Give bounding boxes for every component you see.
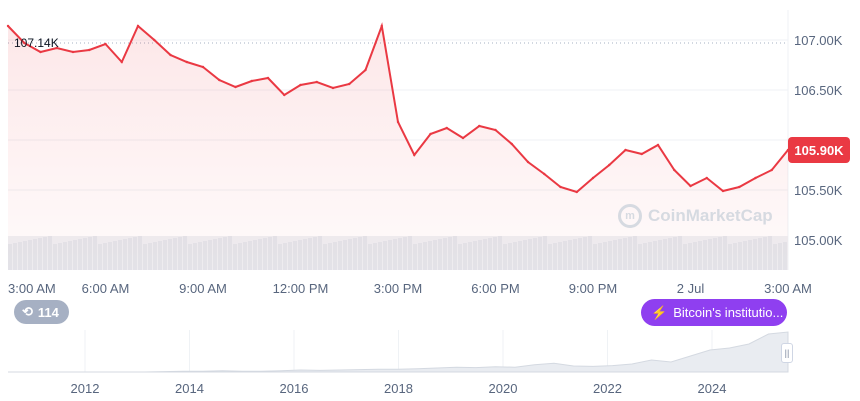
price-point: [559, 185, 562, 189]
navigator-year-label: 2018: [384, 381, 413, 396]
price-point: [120, 60, 123, 64]
history-button[interactable]: ⟲ 114: [14, 300, 69, 324]
current-price-value: 105.90K: [794, 142, 844, 158]
price-point: [153, 38, 156, 42]
navigator-year-label: 2022: [593, 381, 622, 396]
price-point: [315, 80, 318, 84]
x-tick-label: 9:00 PM: [569, 281, 617, 296]
price-point: [234, 85, 237, 89]
price-point: [55, 46, 58, 50]
x-tick-label: 12:00 PM: [273, 281, 329, 296]
price-point: [510, 142, 513, 146]
price-point: [478, 124, 481, 128]
history-count: 114: [37, 304, 59, 320]
price-point: [218, 78, 221, 82]
x-tick-label: 6:00 AM: [82, 281, 130, 296]
price-point: [88, 48, 91, 52]
price-point: [348, 82, 351, 86]
x-axis-labels: 3:00 AM 6:00 AM 9:00 AM 12:00 PM 3:00 PM 6:00…: [8, 281, 812, 296]
navigator-year-label: 2016: [280, 381, 309, 396]
navigator-year-label: 2024: [698, 381, 727, 396]
price-point: [543, 172, 546, 176]
price-point: [673, 168, 676, 172]
x-tick-label: 3:00 AM: [8, 281, 56, 296]
price-point: [104, 42, 107, 46]
price-point: [23, 41, 26, 45]
price-point: [738, 185, 741, 189]
x-tick-label: 9:00 AM: [179, 281, 227, 296]
price-point: [608, 163, 611, 167]
navigator-drag-handle[interactable]: ||: [781, 343, 793, 363]
x-tick-label: 3:00 AM: [764, 281, 812, 296]
lightning-icon: ⚡: [651, 304, 668, 320]
price-point: [283, 93, 286, 97]
navigator-year-label: 2014: [175, 381, 204, 396]
grip-icon: ||: [784, 348, 790, 358]
price-point: [770, 168, 773, 172]
price-point: [429, 132, 432, 136]
price-point: [689, 184, 692, 188]
price-point: [705, 176, 708, 180]
price-point: [413, 153, 416, 157]
price-point: [526, 160, 530, 164]
price-point: [331, 86, 335, 90]
navigator-year-label: 2020: [489, 381, 518, 396]
coinmarketcap-watermark: m CoinMarketCap: [618, 204, 773, 228]
price-point: [640, 152, 643, 156]
news-event-button[interactable]: ⚡ Bitcoin's institutio...: [641, 299, 787, 326]
x-tick-label: 6:00 PM: [471, 281, 519, 296]
x-tick-label: 3:00 PM: [374, 281, 422, 296]
price-point: [169, 53, 172, 57]
current-price-badge: 105.90K: [788, 137, 850, 163]
price-point: [591, 176, 595, 180]
price-point: [136, 24, 140, 28]
coinmarketcap-logo-icon: m: [618, 204, 642, 228]
price-point: [39, 50, 42, 54]
navigator-year-labels: 2012 2014 2016 2018 2020 2022 2024: [71, 381, 727, 396]
price-point: [445, 126, 448, 130]
y-tick-label: 106.50K: [794, 83, 843, 98]
navigator-year-label: 2012: [71, 381, 100, 396]
price-point: [380, 24, 383, 28]
y-tick-label: 105.00K: [794, 233, 843, 248]
price-point: [624, 148, 627, 152]
watermark-text: CoinMarketCap: [648, 206, 773, 225]
news-event-label: Bitcoin's institutio...: [673, 305, 784, 320]
high-price-value: 107.14K: [14, 36, 59, 50]
price-point: [494, 128, 497, 132]
price-point: [266, 76, 270, 80]
y-tick-label: 107.00K: [794, 33, 843, 48]
price-point: [6, 24, 10, 28]
price-point: [71, 50, 75, 54]
price-point: [299, 83, 302, 87]
price-area: [8, 26, 788, 270]
price-point: [656, 143, 660, 147]
price-point: [461, 136, 465, 140]
navigator-area[interactable]: [8, 331, 789, 373]
price-point: [364, 68, 367, 72]
y-axis-labels: 107.00K 106.50K 105.50K 105.00K: [794, 33, 843, 248]
price-point: [396, 120, 400, 124]
price-point: [250, 79, 253, 83]
price-point: [754, 176, 757, 180]
price-point: [575, 190, 578, 194]
history-icon: ⟲: [22, 304, 33, 319]
price-point: [185, 60, 188, 64]
x-tick-label: 2 Jul: [677, 281, 705, 296]
price-point: [201, 65, 205, 69]
price-point: [721, 189, 725, 193]
high-price-label: 107.14K: [14, 36, 59, 50]
y-tick-label: 105.50K: [794, 183, 843, 198]
